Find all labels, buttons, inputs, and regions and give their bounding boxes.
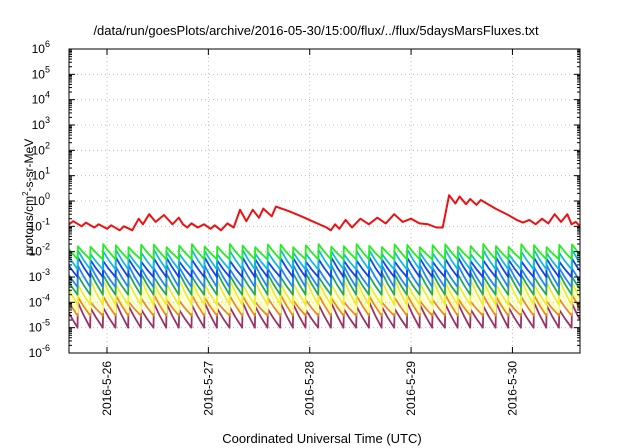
- x-tick-label: 2016-5-30: [505, 361, 519, 416]
- x-axis-ticks: 2016-5-26 2016-5-27 2016-5-28 2016-5-29 2016…: [100, 49, 519, 416]
- x-tick-label: 2016-5-26: [100, 361, 114, 416]
- y-tick-label: 10-5: [29, 318, 50, 335]
- x-tick-label: 2016-5-29: [404, 361, 418, 416]
- series-layer: [69, 194, 580, 329]
- y-tick-label: 10-6: [29, 343, 50, 360]
- y-tick-label: 100: [32, 191, 50, 208]
- y-tick-label: 10-2: [29, 242, 50, 259]
- y-tick-label: 10-1: [29, 216, 50, 233]
- chart-title: /data/run/goesPlots/archive/2016-05-30/1…: [93, 23, 539, 38]
- y-tick-label: 10-4: [29, 292, 50, 309]
- x-axis-label: Coordinated Universal Time (UTC): [222, 431, 421, 446]
- y-tick-label: 104: [32, 90, 50, 107]
- flux-series-line: [69, 243, 580, 261]
- y-tick-label: 102: [32, 140, 50, 157]
- y-tick-label: 103: [32, 115, 50, 132]
- x-tick-label: 2016-5-27: [201, 361, 215, 416]
- x-tick-label: 2016-5-28: [303, 361, 317, 416]
- y-axis-label: protons/cm2-s-sr-MeV: [21, 139, 36, 255]
- y-tick-label: 10-3: [29, 267, 50, 284]
- y-tick-label: 101: [32, 166, 50, 183]
- y-tick-label: 106: [32, 39, 50, 56]
- y-tick-label: 105: [32, 64, 50, 81]
- y-axis-ticks: 10-6 10-5 10-4 10-3 10-2 10-1 100 101 102 103 104 1…: [29, 39, 580, 360]
- grid-lines: [69, 49, 580, 353]
- red-flux-series-line: [69, 194, 580, 232]
